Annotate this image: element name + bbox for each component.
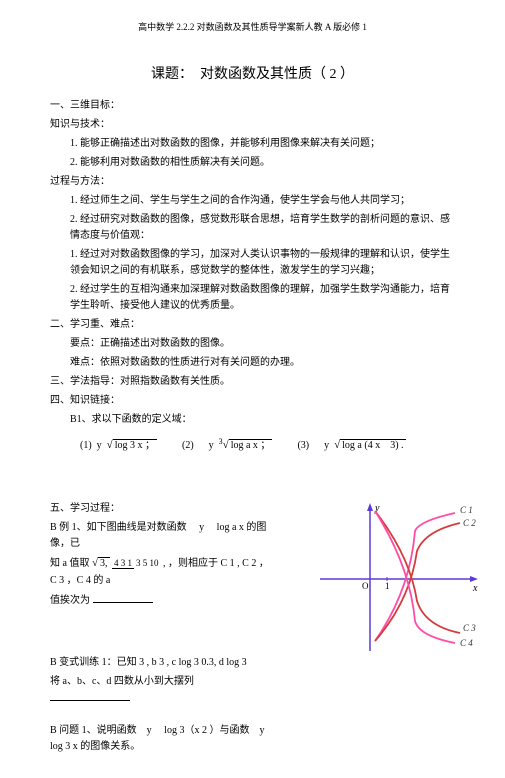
svg-text:O: O: [362, 581, 369, 591]
svg-text:C 1: C 1: [460, 505, 473, 515]
para-11: 知 a 值取 3, 4 3 13 5 10 , ，则相应于 C 1 , C 2 …: [50, 555, 270, 589]
heading-1a: 知识与技术：: [50, 117, 455, 133]
svg-text:C 3: C 3: [463, 623, 476, 633]
heading-1b: 过程与方法：: [50, 174, 455, 190]
svg-text:C 2: C 2: [463, 518, 476, 528]
para-5: 1. 经过对对数函数图像的学习，加深对人类认识事物的一般规律的理解和认识，使学生…: [50, 247, 455, 279]
exercise-block: yxO1C 1C 2C 3C 4 五、学习过程： B 例 1、如下图曲线是对数函…: [50, 501, 455, 755]
svg-text:C 4: C 4: [460, 638, 473, 648]
log-graph: yxO1C 1C 2C 3C 4: [315, 501, 485, 661]
heading-5: 五、学习过程：: [50, 501, 270, 517]
para-12: 值挨次为: [50, 592, 270, 609]
svg-text:1: 1: [385, 581, 390, 591]
para-8: 难点：依照对数函数的性质进行对有关问题的办理。: [50, 355, 455, 371]
para-3: 1. 经过师生之间、学生与学生之间的合作沟通，使学生学会与他人共同学习；: [50, 193, 455, 209]
heading-3: 三、学法指导：对照指数函数有关性质。: [50, 374, 455, 390]
para-9: B1、求以下函数的定义域：: [50, 412, 455, 428]
heading-4: 四、知识链接：: [50, 393, 455, 409]
lesson-title: 课题： 对数函数及其性质（ 2 ）: [50, 63, 455, 83]
para-15: B 问题 1、说明函数 y log 3（x 2 ）与函数 y log 3 x 的…: [50, 723, 270, 755]
para-14: 将 a、b、c、d 四数从小到大摆列: [50, 674, 270, 707]
para-2: 2. 能够利用对数函数的相性质解决有关问题。: [50, 155, 455, 171]
eq3: (3) y log a (4 x 3) .: [297, 436, 405, 451]
heading-2: 二、学习重、难点：: [50, 317, 455, 333]
heading-1: 一、三维目标：: [50, 98, 455, 114]
para-4: 2. 经过研究对数函数的图像，感觉数形联合思想，培育学生数学的剖析问题的意识、感…: [50, 212, 455, 244]
eq1: (1) y log 3 x ；: [80, 436, 157, 451]
para-6: 2. 经过学生的互相沟通来加深理解对数函数图像的理解，加强学生数学沟通能力，培育…: [50, 282, 455, 314]
eq2: (2) y 3log a x ；: [182, 436, 272, 451]
para-1: 1. 能够正确描述出对数函数的图像，并能够利用图像来解决有关问题；: [50, 136, 455, 152]
para-13: B 变式训练 1：已知 3 , b 3 , c log 3 0.3, d log…: [50, 655, 270, 671]
svg-text:x: x: [472, 583, 478, 594]
math-row-1: (1) y log 3 x ； (2) y 3log a x ； (3) y l…: [50, 436, 455, 451]
page-header: 高中数学 2.2.2 对数函数及其性质导学案新人教 A 版必修 1: [50, 20, 455, 33]
para-10: B 例 1、如下图曲线是对数函数 y log a x 的图像，已: [50, 520, 270, 552]
para-7: 要点：正确描述出对数函数的图像。: [50, 336, 455, 352]
